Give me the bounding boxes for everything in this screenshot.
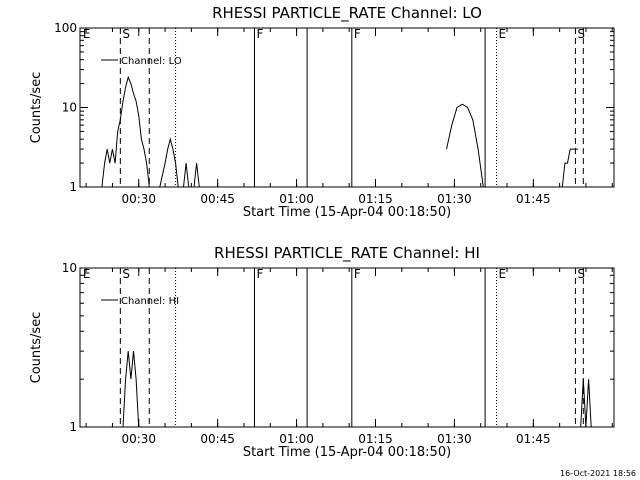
marker-label: E bbox=[499, 267, 507, 281]
x-tick-label: 00:30 bbox=[121, 192, 156, 206]
chart-title: RHESSI PARTICLE_RATE Channel: LO bbox=[212, 4, 482, 23]
x-tick-label: 01:00 bbox=[279, 432, 314, 446]
marker-label: S bbox=[122, 27, 130, 41]
x-tick-label: 01:00 bbox=[279, 192, 314, 206]
marker-label: S bbox=[122, 267, 130, 281]
x-tick-label: 01:30 bbox=[437, 192, 472, 206]
marker-label: S bbox=[577, 267, 585, 281]
chart-title: RHESSI PARTICLE_RATE Channel: HI bbox=[214, 244, 480, 263]
lo-channel-panel: RHESSI PARTICLE_RATE Channel: LO Counts/s… bbox=[29, 4, 615, 220]
x-tick-label: 01:15 bbox=[358, 432, 393, 446]
footer-timestamp: 16-Oct-2021 18:56 bbox=[560, 469, 636, 478]
x-tick-label: 01:45 bbox=[516, 192, 551, 206]
y-tick-label: 10 bbox=[62, 261, 77, 275]
marker-label: F bbox=[256, 27, 263, 41]
marker-label: E bbox=[499, 27, 507, 41]
legend-entry: Channel: HI bbox=[121, 296, 179, 307]
x-tick-label: 01:30 bbox=[437, 432, 472, 446]
marker-label: E bbox=[83, 267, 91, 281]
x-tick-label: 01:45 bbox=[516, 432, 551, 446]
marker-label: E bbox=[83, 27, 91, 41]
marker-label: F bbox=[354, 267, 361, 281]
plot-frame bbox=[79, 267, 615, 428]
x-tick-label: 00:30 bbox=[121, 432, 156, 446]
y-tick-label: 1 bbox=[69, 180, 77, 194]
marker-label: F bbox=[256, 267, 263, 281]
x-axis-label: Start Time (15-Apr-04 00:18:50) bbox=[243, 445, 451, 460]
y-tick-label: 1 bbox=[69, 420, 77, 434]
x-axis-label: Start Time (15-Apr-04 00:18:50) bbox=[243, 205, 451, 220]
x-tick-label: 00:45 bbox=[200, 192, 235, 206]
x-tick-label: 01:15 bbox=[358, 192, 393, 206]
series-line bbox=[122, 351, 592, 428]
y-tick-label: 100 bbox=[54, 21, 77, 35]
marker-label: S bbox=[577, 27, 585, 41]
y-tick-label: 10 bbox=[62, 101, 77, 115]
y-axis-label: Counts/sec bbox=[29, 72, 44, 144]
legend-entry: Channel: LO bbox=[121, 56, 182, 67]
x-tick-label: 00:45 bbox=[200, 432, 235, 446]
series-line bbox=[101, 75, 578, 188]
marker-label: F bbox=[354, 27, 361, 41]
plot-frame bbox=[79, 27, 615, 188]
hi-channel-panel: RHESSI PARTICLE_RATE Channel: HI Counts/s… bbox=[29, 244, 615, 460]
y-axis-label: Counts/sec bbox=[29, 312, 44, 384]
